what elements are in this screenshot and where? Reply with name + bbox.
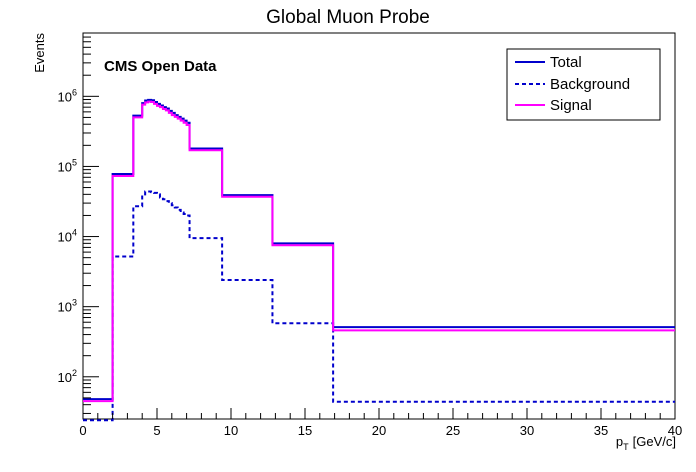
y-axis-label: Events <box>32 33 47 73</box>
y-tick-label: 104 <box>58 228 77 245</box>
legend-item-signal: Signal <box>515 97 592 114</box>
y-tick-label: 105 <box>58 157 77 174</box>
x-axis-label-sub: T <box>623 442 629 452</box>
axis-layer: 0 5 10 15 20 25 30 35 40 102 103 104 105 106 <box>58 32 682 438</box>
x-axis-label-main: p <box>616 434 623 449</box>
x-axis-label-unit: [GeV/c] <box>633 434 676 449</box>
y-tick-label: 102 <box>58 368 77 385</box>
x-tick-label: 15 <box>298 423 312 438</box>
chart-title: Global Muon Probe <box>266 7 430 28</box>
y-tick-label: 103 <box>58 298 77 315</box>
x-tick-label: 5 <box>153 423 160 438</box>
legend-label-signal: Signal <box>550 97 592 114</box>
y-tick-label: 106 <box>58 87 77 104</box>
legend-label-total: Total <box>550 54 582 71</box>
x-tick-label: 10 <box>224 423 238 438</box>
series-line-background <box>83 190 675 422</box>
x-axis-label: pT [GeV/c] <box>616 434 676 452</box>
legend-label-background: Background <box>550 76 630 93</box>
legend: Total Background Signal <box>506 48 661 121</box>
series-layer <box>83 98 675 422</box>
x-tick-label: 0 <box>79 423 86 438</box>
x-tick-label: 30 <box>520 423 534 438</box>
series-line-total <box>83 98 675 401</box>
legend-item-background: Background <box>515 76 630 93</box>
annotation-label: CMS Open Data <box>104 58 217 75</box>
x-tick-label: 25 <box>446 423 460 438</box>
x-tick-label: 40 <box>668 423 682 438</box>
series-line-signal <box>83 100 675 403</box>
x-tick-label: 20 <box>372 423 386 438</box>
legend-item-total: Total <box>515 54 582 71</box>
x-tick-label: 35 <box>594 423 608 438</box>
